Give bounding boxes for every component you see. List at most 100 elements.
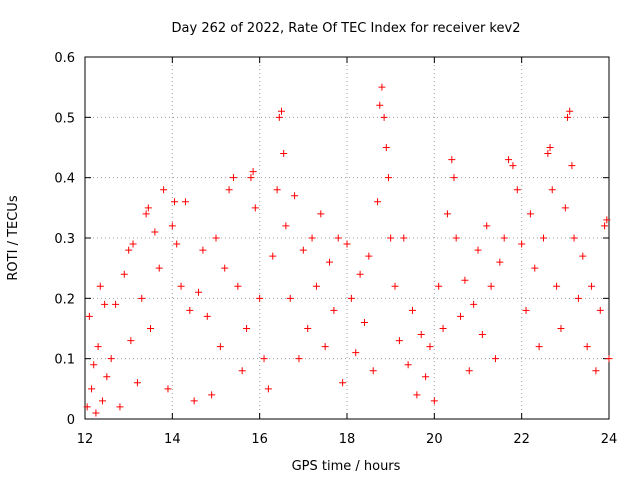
chart-title: Day 262 of 2022, Rate Of TEC Index for r… bbox=[172, 21, 521, 36]
y-tick-label: 0.3 bbox=[54, 232, 75, 247]
data-point bbox=[380, 113, 388, 121]
data-point bbox=[450, 174, 458, 182]
data-point bbox=[98, 397, 106, 405]
data-point bbox=[435, 282, 443, 290]
data-point bbox=[120, 270, 128, 278]
data-point bbox=[295, 355, 303, 363]
data-point bbox=[127, 337, 135, 345]
data-point bbox=[260, 355, 268, 363]
data-point bbox=[352, 349, 360, 357]
x-tick-label: 20 bbox=[426, 432, 443, 447]
x-tick-label: 12 bbox=[77, 432, 94, 447]
data-point bbox=[229, 174, 237, 182]
data-point bbox=[574, 294, 582, 302]
data-point bbox=[505, 156, 513, 164]
data-point bbox=[304, 325, 312, 332]
data-point bbox=[500, 234, 508, 242]
data-point bbox=[280, 150, 288, 158]
data-point bbox=[557, 325, 565, 332]
x-tick-label: 18 bbox=[339, 432, 356, 447]
data-point bbox=[395, 337, 403, 345]
data-point bbox=[129, 240, 137, 248]
data-point bbox=[601, 222, 609, 230]
data-point bbox=[496, 258, 504, 266]
y-tick-label: 0.6 bbox=[54, 51, 75, 66]
data-point bbox=[583, 343, 591, 351]
data-point bbox=[483, 222, 491, 230]
data-point bbox=[112, 300, 120, 308]
data-point bbox=[173, 240, 181, 248]
data-point bbox=[430, 397, 438, 405]
data-point bbox=[171, 198, 179, 206]
data-point bbox=[190, 397, 198, 405]
data-point bbox=[225, 186, 233, 194]
data-point bbox=[491, 355, 499, 363]
data-point bbox=[605, 355, 613, 363]
data-point bbox=[465, 367, 473, 375]
data-point bbox=[409, 306, 416, 314]
data-point bbox=[588, 282, 596, 290]
data-point bbox=[374, 198, 382, 206]
data-point bbox=[603, 216, 611, 224]
data-point bbox=[90, 361, 98, 369]
data-point bbox=[548, 186, 556, 194]
y-tick-label: 0.1 bbox=[54, 353, 75, 368]
data-point bbox=[94, 343, 102, 351]
data-point bbox=[535, 343, 543, 351]
data-point bbox=[208, 391, 216, 399]
data-point bbox=[568, 162, 576, 170]
data-point bbox=[544, 150, 552, 158]
data-point bbox=[522, 306, 530, 314]
data-point bbox=[448, 156, 456, 164]
data-point bbox=[360, 318, 368, 326]
y-axis-label: ROTI / TECUs bbox=[6, 195, 21, 280]
data-point bbox=[168, 222, 176, 230]
data-point bbox=[365, 252, 373, 260]
data-point bbox=[101, 300, 109, 308]
data-point bbox=[404, 361, 412, 369]
data-point bbox=[96, 282, 104, 290]
data-point bbox=[382, 144, 390, 151]
data-point bbox=[553, 282, 561, 290]
data-point bbox=[238, 367, 246, 375]
data-point bbox=[400, 234, 408, 242]
data-point bbox=[251, 204, 259, 212]
data-point bbox=[513, 186, 521, 194]
data-point bbox=[339, 379, 347, 387]
data-point bbox=[330, 306, 338, 314]
data-points bbox=[83, 83, 613, 417]
grid-lines bbox=[85, 57, 609, 419]
data-point bbox=[264, 385, 272, 393]
data-point bbox=[356, 270, 364, 278]
data-point bbox=[88, 385, 96, 393]
data-point bbox=[203, 312, 211, 320]
data-point bbox=[384, 174, 392, 182]
x-axis-label: GPS time / hours bbox=[292, 459, 401, 474]
data-point bbox=[461, 276, 469, 284]
data-point bbox=[417, 331, 425, 339]
data-point bbox=[457, 312, 465, 320]
data-point bbox=[443, 210, 451, 218]
data-point bbox=[247, 174, 255, 182]
data-point bbox=[164, 385, 172, 393]
data-point bbox=[116, 403, 124, 411]
data-point bbox=[221, 264, 229, 272]
data-point bbox=[413, 391, 421, 399]
axis-ticks: 12 14 16 18 20 22 24 0 0.1 0.2 0.3 0.4 0.5 0.6 bbox=[54, 51, 617, 447]
data-point bbox=[518, 240, 526, 248]
data-point bbox=[592, 367, 600, 375]
data-point bbox=[282, 222, 290, 230]
data-point bbox=[142, 210, 150, 218]
data-point bbox=[275, 113, 283, 121]
data-point bbox=[317, 210, 325, 218]
data-point bbox=[387, 234, 395, 242]
data-point bbox=[596, 306, 604, 314]
y-tick-label: 0.2 bbox=[54, 292, 75, 307]
data-point bbox=[579, 252, 587, 260]
data-point bbox=[426, 343, 434, 351]
data-point bbox=[369, 367, 377, 375]
data-point bbox=[85, 312, 93, 320]
data-point bbox=[509, 162, 517, 170]
data-point bbox=[103, 373, 111, 381]
data-point bbox=[291, 192, 299, 200]
